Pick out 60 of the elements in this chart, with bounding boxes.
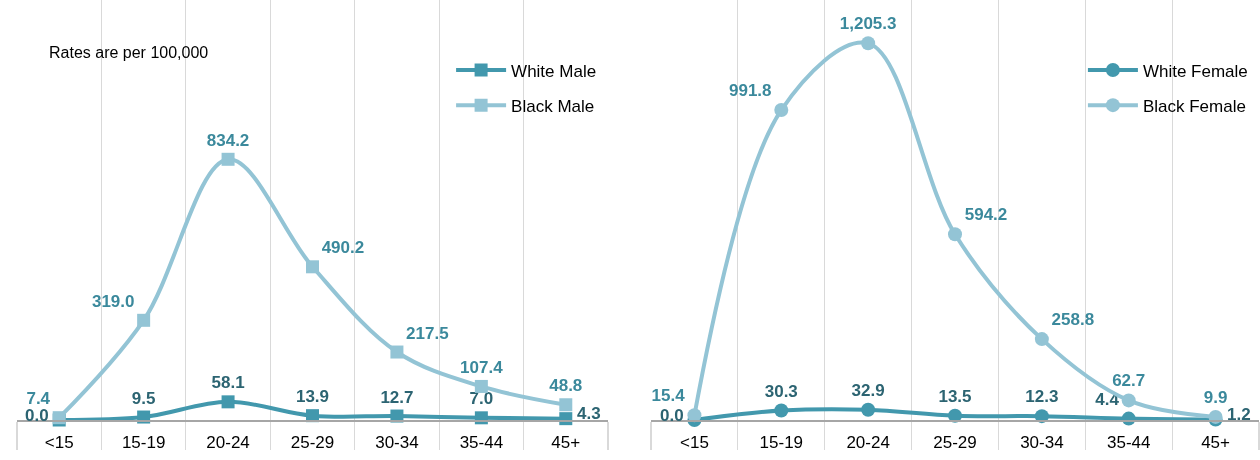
data-label: 991.8: [728, 81, 772, 101]
data-label: 13.9: [295, 387, 330, 407]
data-label: 0.0: [660, 406, 684, 425]
point: [774, 103, 789, 118]
x-tick-label: 45+: [551, 432, 581, 452]
data-label: 13.5: [938, 386, 972, 406]
x-tick-label: 30-34: [375, 432, 419, 452]
legend-label: Black Male: [511, 96, 595, 116]
legend-label: Black Female: [1142, 96, 1246, 116]
point: [474, 379, 488, 393]
x-tick-label: 20-24: [846, 432, 890, 452]
point: [137, 313, 151, 327]
point: [221, 395, 235, 409]
x-tick-label: 30-34: [1020, 432, 1064, 452]
data-label: 0.0: [25, 406, 49, 425]
point: [221, 152, 235, 166]
x-tick-label: 25-29: [933, 432, 977, 452]
point: [1121, 393, 1136, 408]
data-label: 15.4: [651, 386, 686, 406]
legend-label: White Female: [1142, 61, 1248, 81]
text: Rates are per 100,000: [49, 44, 209, 61]
data-label: 490.2: [321, 238, 365, 258]
point: [948, 227, 962, 242]
point: [559, 398, 573, 412]
x-tick-label: 20-24: [206, 432, 250, 452]
data-label: 12.7: [380, 387, 414, 407]
x-tick-label: 15-19: [121, 432, 166, 452]
point: [861, 36, 876, 51]
data-label: 7.0: [469, 389, 494, 409]
x-tick-label: 45+: [1201, 432, 1231, 452]
data-label: 1,205.3: [839, 14, 897, 34]
x-tick-label: <15: [680, 432, 709, 452]
point: [1034, 332, 1049, 347]
point: [306, 260, 319, 274]
data-label: 107.4: [460, 358, 504, 378]
data-label: 7.4: [26, 389, 51, 409]
data-label: 258.8: [1051, 310, 1095, 330]
data-label: 594.2: [964, 205, 1008, 225]
data-label: 58.1: [211, 373, 245, 393]
data-label: 9.9: [1203, 387, 1228, 407]
data-label: 48.8: [549, 376, 583, 396]
data-label: 834.2: [206, 130, 250, 150]
data-label: 9.5: [131, 388, 156, 408]
data-label: 12.3: [1025, 387, 1059, 407]
x-tick-label: <15: [44, 432, 74, 452]
x-tick-label: 15-19: [759, 432, 804, 452]
data-label: 32.9: [851, 380, 885, 400]
x-tick-label: 35-44: [1106, 432, 1151, 452]
data-label: 4.3: [577, 404, 601, 423]
point: [390, 345, 404, 359]
data-label: 319.0: [91, 291, 135, 311]
point: [861, 402, 876, 417]
data-label: 30.3: [764, 381, 798, 401]
point: [774, 403, 789, 418]
x-tick-label: 25-29: [290, 432, 335, 452]
x-tick-label: 35-44: [459, 432, 504, 452]
data-label: 62.7: [1112, 371, 1146, 391]
data-label: 1.2: [1227, 405, 1251, 424]
legend-label: White Male: [511, 61, 597, 81]
data-label: 217.5: [406, 323, 449, 343]
